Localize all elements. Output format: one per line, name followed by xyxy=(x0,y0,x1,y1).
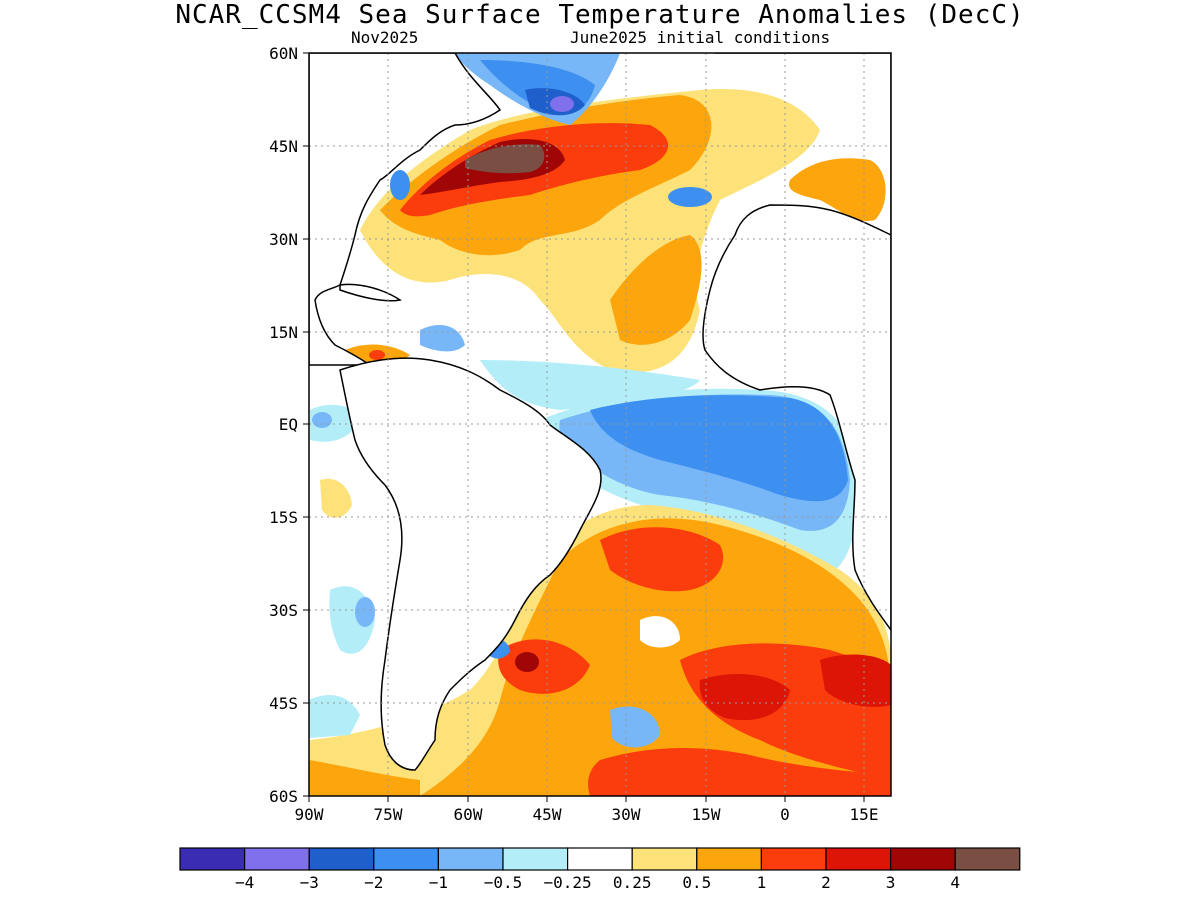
x-tick-label: 90W xyxy=(295,805,324,824)
color-bar-swatch xyxy=(825,847,892,871)
color-bar-label: 4 xyxy=(950,873,960,892)
color-bar-label: −1 xyxy=(429,873,448,892)
anomaly-field xyxy=(309,53,891,796)
sa-warm-1 xyxy=(600,527,724,592)
y-tick-label: 45S xyxy=(269,694,298,713)
color-bar-label: 3 xyxy=(886,873,896,892)
pac-cyan-south xyxy=(309,695,360,738)
color-bar-swatch xyxy=(437,847,504,871)
y-tick-label: 45N xyxy=(269,137,298,156)
sa-warm-2b xyxy=(820,654,891,707)
color-bar-label: 1 xyxy=(757,873,767,892)
y-tick-label: 30N xyxy=(269,230,298,249)
africa-europe xyxy=(702,53,891,632)
color-bar-label: 0.25 xyxy=(613,873,652,892)
sa-white-1 xyxy=(640,616,680,648)
so-warm-1 xyxy=(588,748,891,796)
x-tick-label: 15E xyxy=(850,805,879,824)
cuba xyxy=(339,283,402,302)
color-bar: −4 −3 −2 −1 −0.5 −0.25 0.25 0.5 1 2 3 4 xyxy=(179,847,1021,892)
valid-month-label: Nov2025 xyxy=(351,28,419,47)
color-bar-swatch xyxy=(244,847,310,871)
color-bar-swatch xyxy=(179,847,246,871)
color-bar-swatch xyxy=(889,847,956,871)
x-tick-label: 60W xyxy=(454,805,483,824)
y-tick-label: 60N xyxy=(269,44,298,63)
brazil-blue xyxy=(312,412,332,428)
pac-cold-2 xyxy=(355,597,375,627)
continents xyxy=(309,53,891,771)
med-warm xyxy=(789,158,886,221)
color-bar-label: −0.25 xyxy=(544,873,592,892)
x-tick-label: 30W xyxy=(612,805,641,824)
sa-warm-1b xyxy=(498,639,590,694)
color-bar-swatch xyxy=(502,847,569,871)
x-axis-labels: 90W 75W 60W 45W 30W 15W 0 15E xyxy=(295,805,879,824)
y-axis-labels: 60N 45N 30N 15N EQ 15S 30S 45S 60S xyxy=(269,44,298,806)
na-warm-4 xyxy=(465,144,545,174)
na-cold-3 xyxy=(550,96,574,112)
y-tick-label: 15N xyxy=(269,323,298,342)
tick-marks xyxy=(303,52,865,802)
color-bar-label: −4 xyxy=(235,873,254,892)
color-bar-swatch xyxy=(954,847,1021,871)
sa-warm-3 xyxy=(515,652,539,672)
color-bar-label: −3 xyxy=(300,873,319,892)
x-tick-label: 15W xyxy=(692,805,721,824)
color-bar-swatch xyxy=(566,847,633,871)
sa-warm-2 xyxy=(699,674,790,721)
sargasso-cold xyxy=(668,187,712,207)
color-bar-label: −0.5 xyxy=(484,873,523,892)
color-bar-swatch xyxy=(696,847,762,871)
x-tick-label: 45W xyxy=(533,805,562,824)
caribbean-hot xyxy=(369,350,385,360)
map-title: NCAR_CCSM4 Sea Surface Temperature Anoma… xyxy=(175,0,1025,30)
color-bar-label: 0.5 xyxy=(682,873,711,892)
y-tick-label: 60S xyxy=(269,787,298,806)
y-tick-label: 30S xyxy=(269,601,298,620)
color-bar-swatch xyxy=(760,847,827,871)
color-bar-swatch xyxy=(631,847,698,871)
color-bar-swatch xyxy=(373,847,439,871)
x-tick-label: 75W xyxy=(374,805,403,824)
color-bar-label: −2 xyxy=(364,873,383,892)
north-america xyxy=(309,53,502,366)
sa-cold-1 xyxy=(610,706,660,748)
y-tick-label: EQ xyxy=(279,415,298,434)
so-warm-1b xyxy=(309,760,420,796)
x-tick-label: 0 xyxy=(780,805,790,824)
init-conditions-label: June2025 initial conditions xyxy=(570,28,831,47)
na-warm-1b xyxy=(610,235,702,345)
color-bar-swatch xyxy=(308,847,375,871)
color-bar-label: 2 xyxy=(821,873,831,892)
pac-warm-1 xyxy=(320,478,352,518)
south-america xyxy=(339,357,602,771)
gulf-cold xyxy=(390,170,410,200)
y-tick-label: 15S xyxy=(269,508,298,527)
eq-cold-1 xyxy=(590,395,848,502)
graticule xyxy=(309,53,891,796)
